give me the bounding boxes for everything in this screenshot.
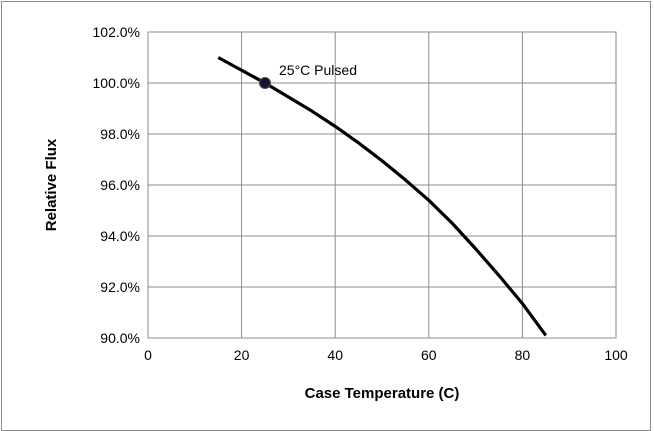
y-tick-label: 98.0%	[100, 126, 140, 142]
plot-area-border	[147, 31, 617, 339]
series	[217, 56, 548, 337]
x-tick-label: 60	[421, 347, 437, 363]
y-tick-label: 102.0%	[93, 24, 140, 40]
x-axis-tick-labels: 0 20 40 60 80 100	[144, 347, 628, 363]
y-tick-label: 90.0%	[100, 330, 140, 346]
x-tick-label: 100	[604, 347, 628, 363]
markers: 25°C Pulsed	[259, 62, 357, 89]
x-tick-label: 0	[144, 347, 152, 363]
y-tick-label: 92.0%	[100, 279, 140, 295]
y-axis-title: Relative Flux	[43, 138, 60, 231]
x-tick-label: 40	[327, 347, 343, 363]
y-tick-label: 100.0%	[93, 75, 140, 91]
x-tick-label: 80	[515, 347, 531, 363]
marker-point	[259, 77, 271, 89]
y-axis-tick-labels: 90.0% 92.0% 94.0% 96.0% 98.0% 100.0% 102.0%	[93, 24, 140, 346]
series-line-0	[217, 56, 548, 337]
grid	[147, 31, 617, 339]
x-tick-label: 20	[234, 347, 250, 363]
x-axis-title: Case Temperature (C)	[305, 385, 460, 402]
marker-annotation: 25°C Pulsed	[279, 62, 357, 78]
y-tick-label: 94.0%	[100, 228, 140, 244]
y-tick-label: 96.0%	[100, 177, 140, 193]
flux-vs-temperature-chart: 90.0% 92.0% 94.0% 96.0% 98.0% 100.0% 102.0% 0 2…	[43, 24, 628, 402]
